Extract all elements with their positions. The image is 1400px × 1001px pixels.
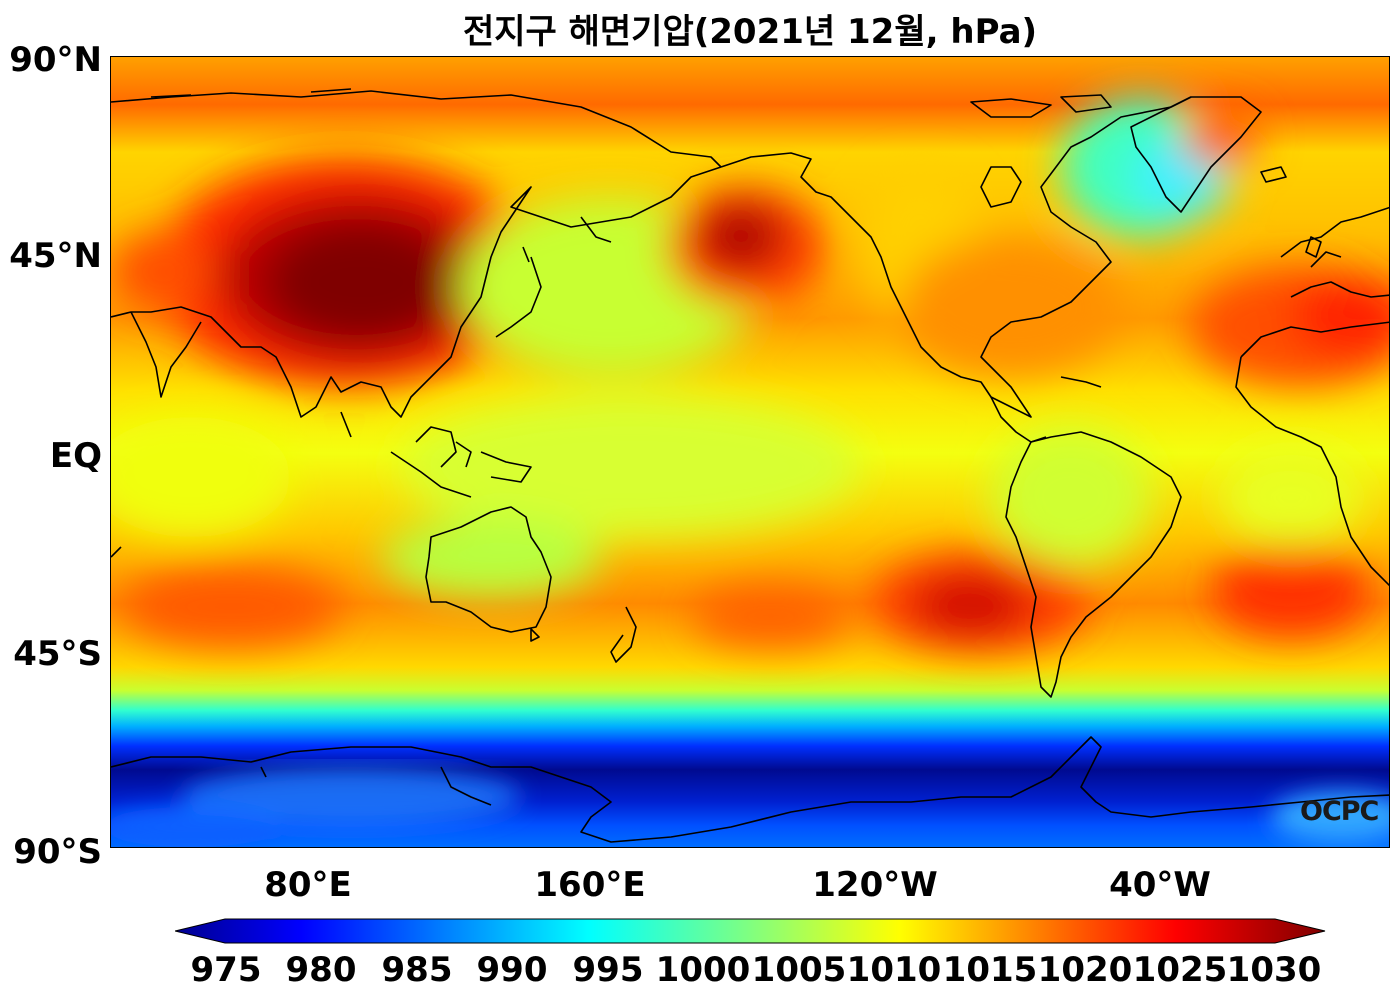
y-tick-label: 45°S (13, 634, 102, 674)
x-tick-label: 160°E (534, 865, 646, 905)
colorbar-tick-label: 975 (190, 950, 262, 990)
colorbar-tick-label: 1025 (1132, 950, 1228, 990)
y-tick-label: 45°N (9, 236, 102, 276)
colorbar-tick-label: 990 (476, 950, 548, 990)
map-title: 전지구 해면기압(2021년 12월, hPa) (462, 12, 1038, 52)
x-tick-label: 120°W (812, 865, 938, 905)
y-tick-label: EQ (49, 436, 102, 476)
colorbar-tick-label: 995 (572, 950, 644, 990)
colorbar-tick-label: 1005 (751, 950, 847, 990)
ocpc-watermark: OCPC (1300, 796, 1379, 827)
colorbar-tick-label: 1015 (942, 950, 1038, 990)
colorbar-tick-label: 1010 (846, 950, 942, 990)
pressure-field (111, 57, 1389, 847)
colorbar-tick-label: 985 (381, 950, 453, 990)
pressure-map (110, 56, 1390, 848)
colorbar (175, 918, 1326, 944)
coastlines (111, 88, 1389, 843)
colorbar-tick-label: 1030 (1226, 950, 1322, 990)
x-tick-label: 40°W (1109, 865, 1211, 905)
y-tick-label: 90°N (9, 40, 102, 80)
colorbar-tick-label: 1000 (655, 950, 751, 990)
colorbar-tick-label: 1020 (1037, 950, 1133, 990)
y-tick-label: 90°S (13, 832, 102, 872)
colorbar-tick-label: 980 (285, 950, 357, 990)
x-tick-label: 80°E (264, 865, 352, 905)
